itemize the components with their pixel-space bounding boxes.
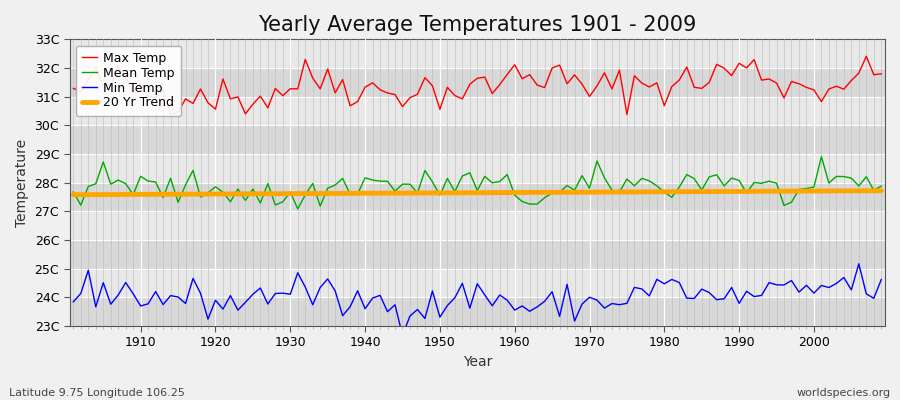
Max Temp — [128, 90, 139, 95]
Min Temp — [509, 308, 520, 312]
Mean Temp — [607, 188, 617, 192]
20 Yr Trend — [599, 190, 610, 194]
Bar — [69, 211, 885, 240]
Mean Temp — [517, 199, 527, 204]
Legend: Max Temp, Mean Temp, Min Temp, 20 Yr Trend: Max Temp, Mean Temp, Min Temp, 20 Yr Tre… — [76, 46, 181, 116]
Min Temp — [853, 261, 864, 266]
Bar — [69, 68, 885, 97]
Max Temp — [292, 86, 303, 91]
Line: Max Temp: Max Temp — [73, 56, 881, 114]
Max Temp — [338, 77, 348, 82]
Max Temp — [502, 72, 513, 77]
20 Yr Trend — [68, 192, 78, 197]
Min Temp — [338, 313, 348, 318]
Bar — [69, 269, 885, 297]
Mean Temp — [876, 184, 886, 188]
X-axis label: Year: Year — [463, 355, 492, 369]
Max Temp — [861, 54, 872, 59]
20 Yr Trend — [876, 188, 886, 193]
Line: 20 Yr Trend: 20 Yr Trend — [73, 191, 881, 195]
Line: Min Temp: Min Temp — [73, 264, 881, 335]
Min Temp — [128, 292, 139, 296]
Mean Temp — [128, 192, 139, 197]
Bar — [69, 39, 885, 68]
20 Yr Trend — [502, 190, 513, 195]
Min Temp — [68, 300, 78, 304]
Mean Temp — [292, 206, 303, 211]
Bar — [69, 297, 885, 326]
Max Temp — [68, 86, 78, 91]
Bar — [69, 240, 885, 269]
20 Yr Trend — [338, 191, 348, 196]
Bar — [69, 183, 885, 211]
Min Temp — [607, 301, 617, 306]
Mean Temp — [816, 154, 827, 159]
Y-axis label: Temperature: Temperature — [15, 139, 29, 227]
Max Temp — [509, 62, 520, 67]
Text: Latitude 9.75 Longitude 106.25: Latitude 9.75 Longitude 106.25 — [9, 388, 184, 398]
Title: Yearly Average Temperatures 1901 - 2009: Yearly Average Temperatures 1901 - 2009 — [258, 15, 697, 35]
Min Temp — [517, 304, 527, 308]
Mean Temp — [68, 190, 78, 194]
Max Temp — [876, 71, 886, 76]
Min Temp — [397, 333, 408, 338]
Text: worldspecies.org: worldspecies.org — [796, 388, 891, 398]
Min Temp — [292, 270, 303, 275]
Max Temp — [599, 70, 610, 75]
20 Yr Trend — [509, 190, 520, 195]
Bar — [69, 97, 885, 125]
Mean Temp — [509, 193, 520, 198]
Min Temp — [876, 277, 886, 282]
Bar — [69, 154, 885, 183]
20 Yr Trend — [128, 192, 139, 197]
Bar — [69, 125, 885, 154]
Max Temp — [622, 112, 633, 117]
Line: Mean Temp: Mean Temp — [73, 157, 881, 209]
Mean Temp — [345, 192, 356, 197]
Mean Temp — [300, 192, 310, 197]
20 Yr Trend — [292, 191, 303, 196]
